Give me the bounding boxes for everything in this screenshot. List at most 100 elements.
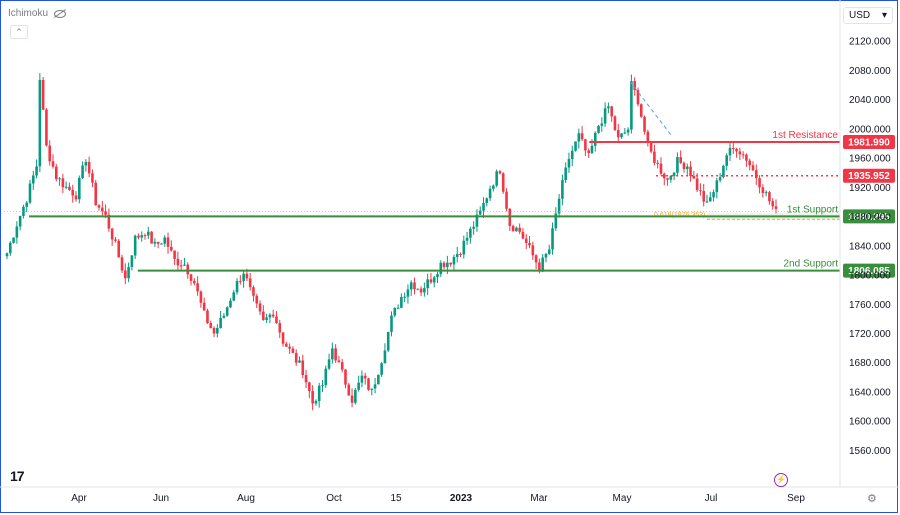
candle [28, 183, 32, 203]
candle [163, 237, 167, 244]
lightning-icon[interactable]: ⚡ [774, 473, 788, 487]
candle [662, 173, 666, 179]
x-tick-label: Jul [705, 493, 718, 504]
candle [544, 253, 548, 258]
level-price-tag [843, 209, 895, 224]
candle [8, 242, 12, 254]
candle [58, 178, 61, 180]
candle [593, 132, 597, 146]
candle [771, 201, 775, 207]
candle [94, 182, 98, 206]
candle [669, 175, 673, 180]
gear-icon[interactable]: ⚙ [867, 493, 877, 505]
candle [429, 279, 433, 283]
candle [45, 109, 48, 146]
candle [472, 226, 475, 229]
candle [396, 307, 400, 309]
candle [156, 241, 160, 244]
candle [735, 148, 738, 152]
candle [84, 162, 88, 166]
candle [71, 189, 75, 196]
candle [265, 317, 268, 320]
candle [22, 206, 25, 216]
eye-off-icon[interactable] [54, 9, 67, 18]
candle [81, 165, 84, 178]
candle [718, 177, 722, 181]
candle [442, 262, 446, 268]
candle [748, 160, 752, 166]
candle [646, 131, 650, 143]
candle [695, 178, 699, 191]
tradingview-logo-icon[interactable]: 17 [10, 468, 25, 484]
candle [344, 369, 347, 385]
candle [390, 315, 393, 332]
candle [488, 188, 492, 199]
candle [653, 151, 656, 163]
candle [676, 157, 679, 173]
candle [357, 382, 360, 390]
candle [616, 130, 620, 138]
y-tick-label: 2080.000 [849, 66, 891, 77]
y-tick-label: 1640.000 [849, 387, 891, 398]
candle [689, 166, 692, 176]
candle [518, 227, 521, 232]
candle [712, 192, 715, 198]
candle [166, 237, 170, 247]
candle [285, 343, 288, 347]
candle [114, 239, 117, 241]
y-tick-label: 1680.000 [849, 358, 891, 369]
candle [216, 328, 219, 334]
candle [505, 191, 508, 209]
candle [587, 150, 590, 154]
x-tick-label: 15 [390, 493, 402, 504]
candle [239, 281, 242, 283]
candle [317, 385, 321, 402]
candle [393, 308, 397, 316]
candle [64, 186, 68, 188]
candle [561, 180, 564, 199]
level-price-text: 1880.295 [848, 212, 890, 223]
candle [255, 295, 259, 304]
candle [176, 258, 180, 266]
candle [104, 211, 107, 215]
candle [656, 162, 659, 164]
candle [15, 226, 19, 238]
level-label: 2nd Support [784, 259, 839, 270]
y-tick-label: 1720.000 [849, 329, 891, 340]
candle [685, 166, 689, 169]
indicator-legend[interactable]: Ichimoku [8, 8, 67, 19]
candle [51, 161, 55, 167]
collapse-legend-button[interactable]: ⌃ [10, 25, 28, 39]
candle [426, 279, 429, 289]
y-tick-label: 1840.000 [849, 241, 891, 252]
candle [186, 264, 190, 275]
indicator-name: Ichimoku [8, 8, 49, 19]
candle [25, 202, 29, 207]
x-tick-label: Mar [530, 493, 548, 504]
candle [633, 81, 636, 91]
levels: 0.618(1876.353)1st Resistance1981.990193… [4, 81, 895, 278]
candle [363, 375, 367, 379]
candle [764, 192, 768, 194]
candle [77, 177, 81, 200]
currency-selector[interactable]: USD ▾ [843, 7, 893, 24]
y-tick-label: 2040.000 [849, 95, 891, 106]
candle [590, 145, 594, 154]
y-axis: 2120.000 2080.000 2040.000 2000.000 1960.000… [839, 0, 891, 487]
candle [774, 206, 778, 209]
candle [462, 240, 466, 255]
candle [475, 214, 479, 227]
candle [603, 108, 607, 124]
candle [137, 235, 140, 238]
x-axis: Apr Jun Aug Oct 15 2023 Mar May Jul Sep [0, 486, 900, 504]
candle [449, 262, 452, 265]
candle [242, 273, 245, 282]
candle [452, 256, 456, 265]
candle [554, 213, 558, 229]
level-price-tag [843, 168, 895, 183]
candle [143, 235, 147, 237]
currency-label: USD [849, 10, 871, 21]
candle [768, 192, 771, 202]
candle [423, 288, 426, 293]
